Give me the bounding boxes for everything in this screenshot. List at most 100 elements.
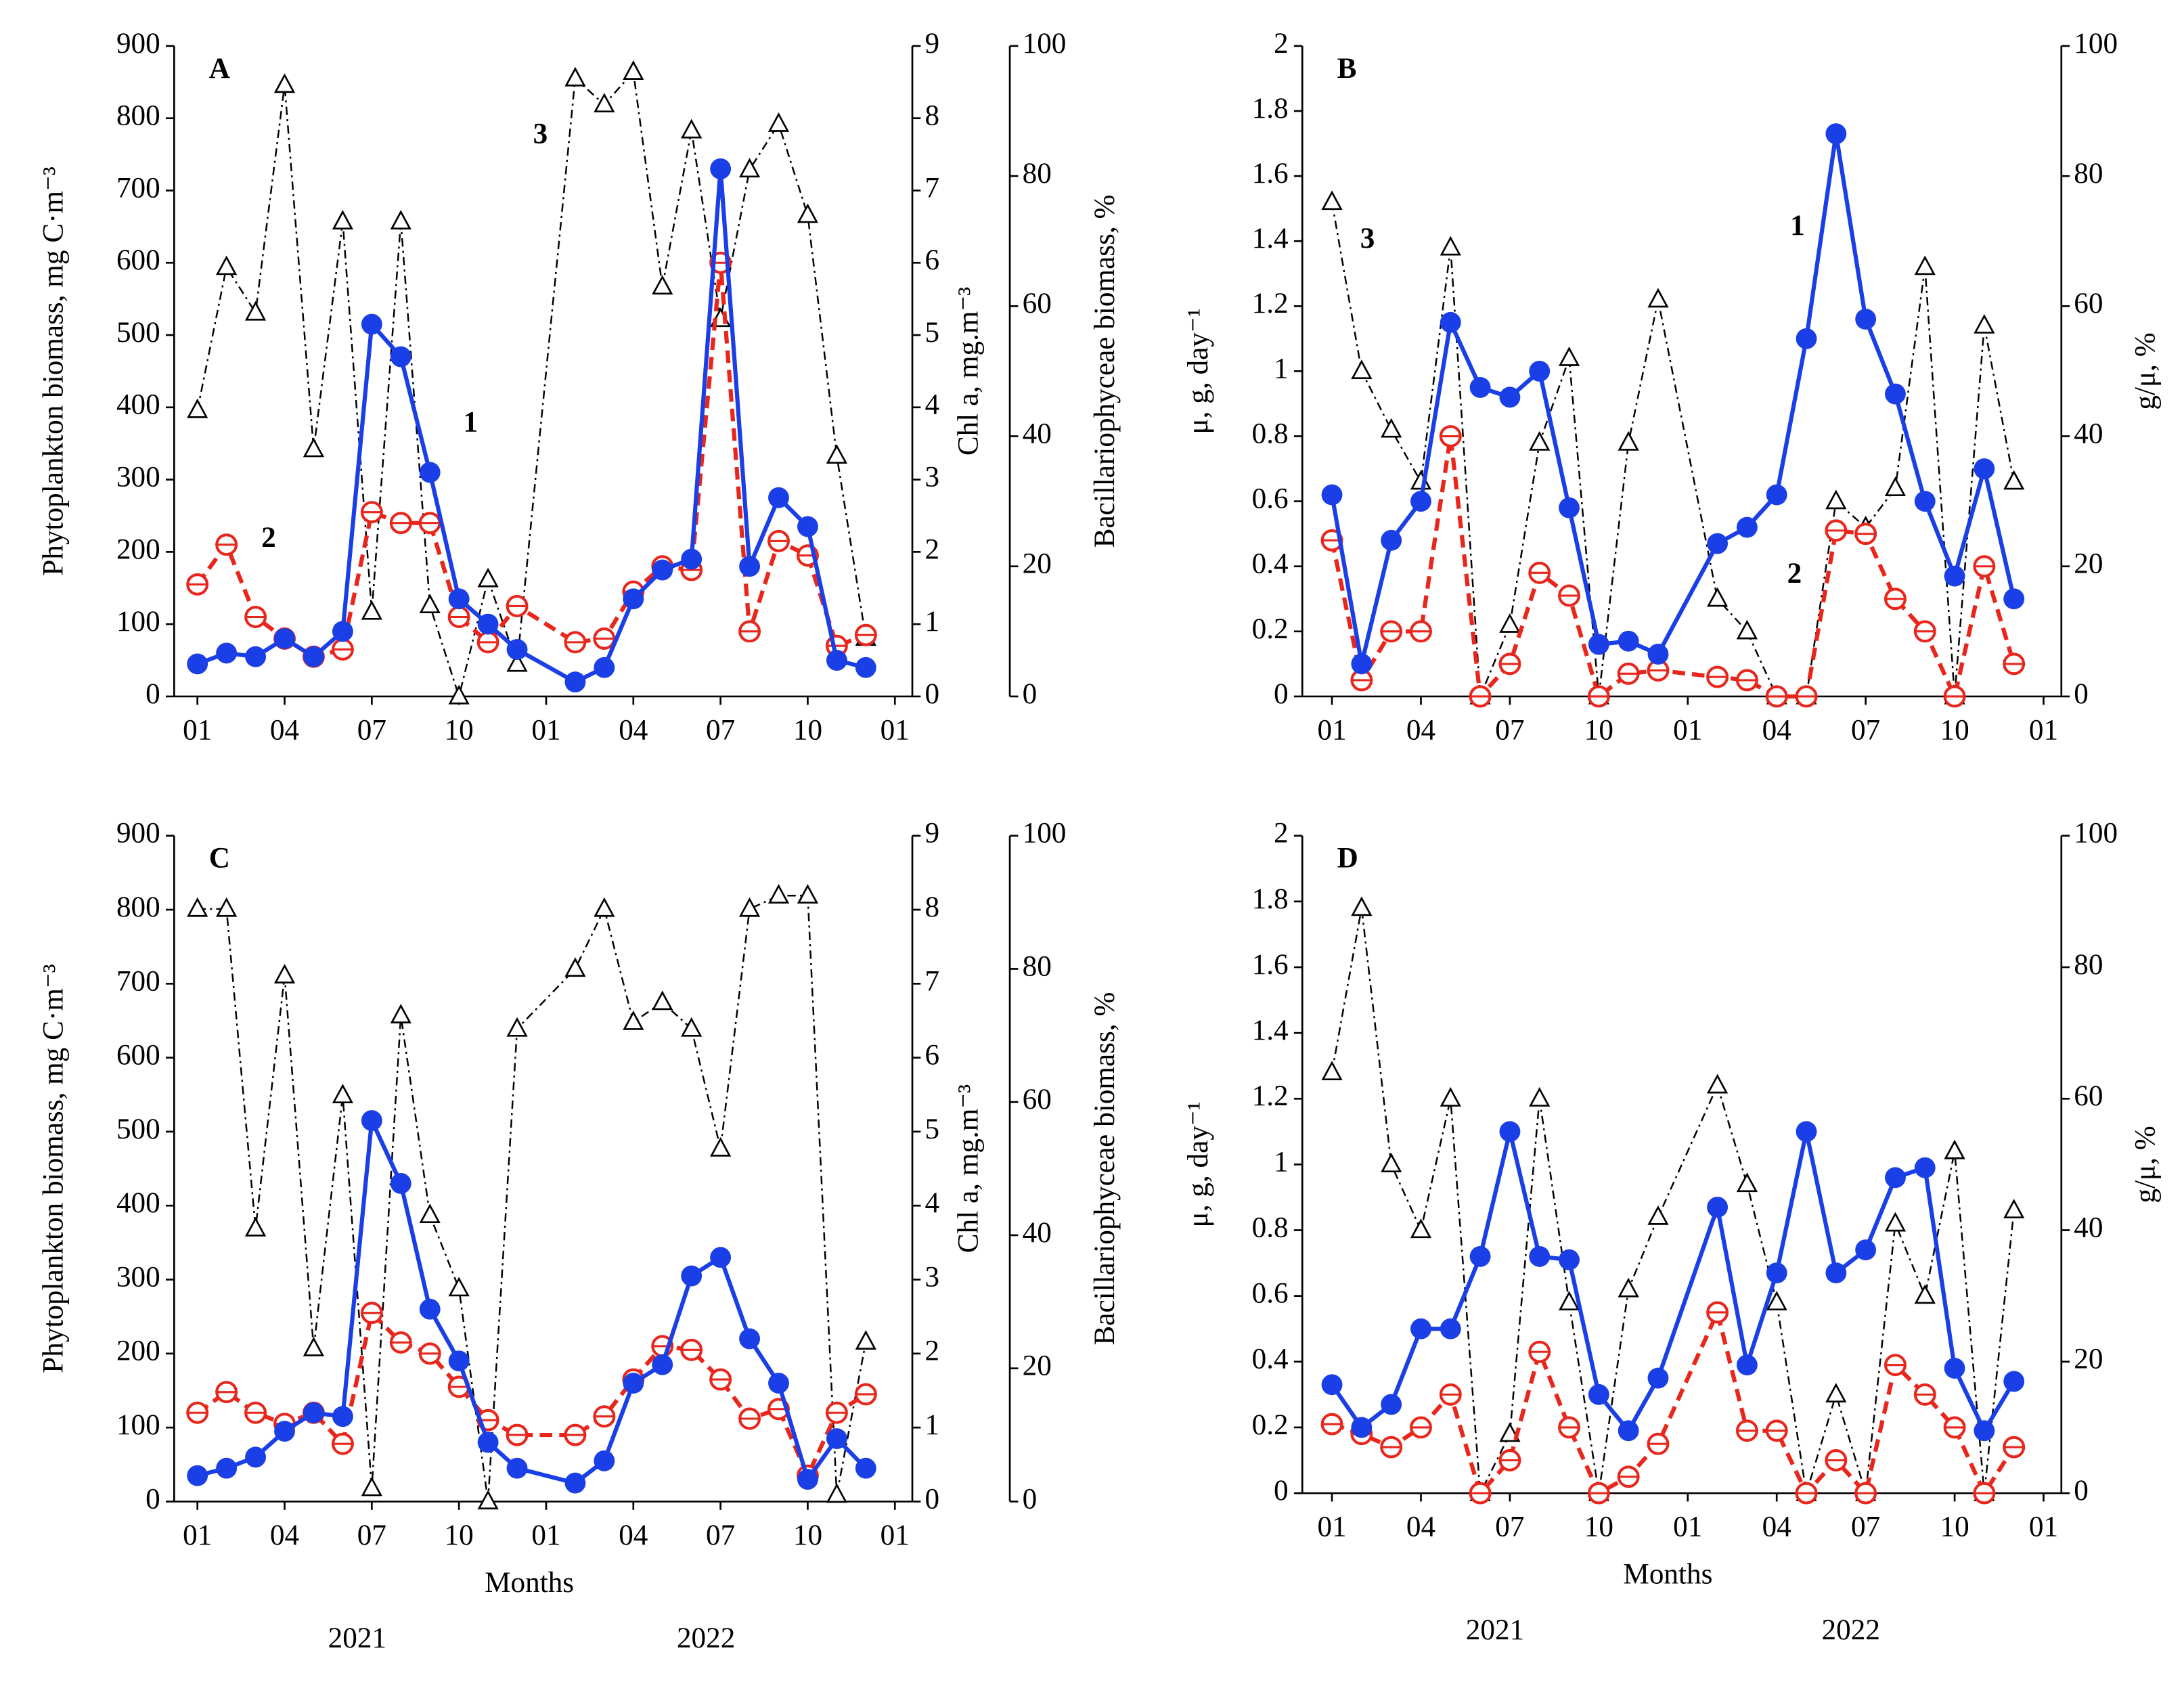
data-point xyxy=(564,1472,586,1494)
data-point xyxy=(1351,1417,1373,1438)
data-point xyxy=(1735,1419,1758,1442)
y-tick-label: 0.8 xyxy=(1252,1211,1289,1243)
data-point xyxy=(594,897,615,917)
data-point xyxy=(1351,653,1373,675)
y-tick-label: 500 xyxy=(116,316,160,349)
x-tick-label: 04 xyxy=(270,1519,299,1551)
data-point xyxy=(826,1428,847,1449)
y2-tick-label: 3 xyxy=(925,1260,940,1293)
y-tick-label: 1.6 xyxy=(1252,948,1289,981)
data-point xyxy=(1529,360,1551,382)
data-point xyxy=(1618,1277,1639,1298)
data-point xyxy=(187,1465,208,1486)
data-point xyxy=(476,631,499,654)
y2-tick-label: 7 xyxy=(925,171,940,204)
y-tick-label: 0.2 xyxy=(1252,1409,1289,1441)
data-point xyxy=(826,444,848,464)
data-point xyxy=(448,588,470,610)
y3-tick-label: 80 xyxy=(1023,157,1052,190)
data-point xyxy=(1528,561,1551,584)
data-point xyxy=(681,548,703,570)
y-tick-label: 2 xyxy=(1274,27,1289,60)
data-point xyxy=(1706,587,1729,607)
data-point xyxy=(681,1265,703,1287)
y2-tick-label: 6 xyxy=(925,1039,940,1071)
series-line xyxy=(1330,436,2016,703)
y-tick-label: 1.2 xyxy=(1252,1080,1289,1112)
y2-tick-label: 20 xyxy=(2074,1343,2103,1375)
y-tick-label: 700 xyxy=(116,171,160,204)
y2-tick-label: 9 xyxy=(925,27,940,60)
data-point xyxy=(1618,630,1639,652)
data-point xyxy=(797,884,819,904)
y-tick-label: 0.8 xyxy=(1252,417,1289,449)
data-point xyxy=(1587,685,1610,708)
data-point xyxy=(1944,565,1965,587)
data-point xyxy=(767,112,790,132)
data-point xyxy=(854,623,877,646)
x-tick-label: 01 xyxy=(1317,713,1346,746)
data-point xyxy=(361,1110,382,1131)
data-point xyxy=(273,964,296,983)
y-tick-label: 0.6 xyxy=(1252,483,1289,515)
data-point xyxy=(303,437,325,458)
data-point xyxy=(594,657,615,678)
y2-axis-label: g/μ, % xyxy=(2129,332,2161,409)
x-tick-label: 07 xyxy=(706,1519,735,1551)
data-point xyxy=(768,1373,789,1394)
y2-axis-label: g/μ, % xyxy=(2129,1126,2161,1203)
data-point xyxy=(1706,1073,1729,1094)
data-point xyxy=(1855,1239,1877,1261)
data-point xyxy=(244,606,267,628)
data-point xyxy=(1410,1218,1432,1239)
x-tick-label: 01 xyxy=(1673,1510,1702,1543)
data-point xyxy=(1914,1157,1936,1178)
y3-tick-label: 0 xyxy=(1023,678,1038,710)
panel-label: D xyxy=(1337,842,1358,874)
x-tick-label: 01 xyxy=(183,713,212,746)
data-point xyxy=(360,1302,383,1325)
y2-tick-label: 7 xyxy=(925,965,940,997)
data-point xyxy=(187,653,208,675)
data-point xyxy=(1707,533,1729,554)
data-point xyxy=(623,1010,644,1030)
data-point xyxy=(1469,1482,1492,1505)
data-point xyxy=(1736,516,1758,538)
y-tick-label: 200 xyxy=(116,533,160,565)
data-point xyxy=(303,646,324,667)
data-point xyxy=(1588,634,1609,655)
data-point xyxy=(1529,430,1551,451)
data-point xyxy=(1885,383,1906,405)
data-point xyxy=(332,1084,354,1104)
y2-tick-label: 0 xyxy=(925,1482,940,1515)
data-point xyxy=(186,573,209,596)
x-tick-label: 01 xyxy=(2029,1510,2058,1543)
x-tick-label: 04 xyxy=(1762,713,1791,746)
series-line xyxy=(196,1308,867,1481)
data-point xyxy=(826,650,847,671)
x-tick-label: 04 xyxy=(1762,1510,1791,1543)
data-point xyxy=(418,512,441,535)
data-point xyxy=(1884,588,1907,611)
data-point xyxy=(1735,669,1758,692)
y-tick-label: 800 xyxy=(116,891,160,923)
data-point xyxy=(390,1004,411,1023)
x-axis-label: Months xyxy=(485,1566,574,1599)
data-point xyxy=(1647,288,1669,308)
data-point xyxy=(1796,328,1817,349)
data-point xyxy=(1469,685,1492,708)
data-point xyxy=(274,628,295,649)
y-tick-label: 0 xyxy=(1274,1474,1289,1507)
data-point xyxy=(1381,529,1402,551)
data-point xyxy=(767,884,790,904)
data-point xyxy=(303,1402,324,1423)
x-tick-label: 01 xyxy=(531,1519,560,1551)
data-point xyxy=(709,1368,732,1391)
data-point xyxy=(1559,497,1580,518)
data-point xyxy=(1825,1449,1848,1471)
data-point xyxy=(245,1446,267,1468)
data-point xyxy=(1351,359,1373,380)
data-point xyxy=(1380,620,1403,643)
y-tick-label: 0.4 xyxy=(1252,548,1289,580)
y-tick-label: 600 xyxy=(116,244,160,276)
